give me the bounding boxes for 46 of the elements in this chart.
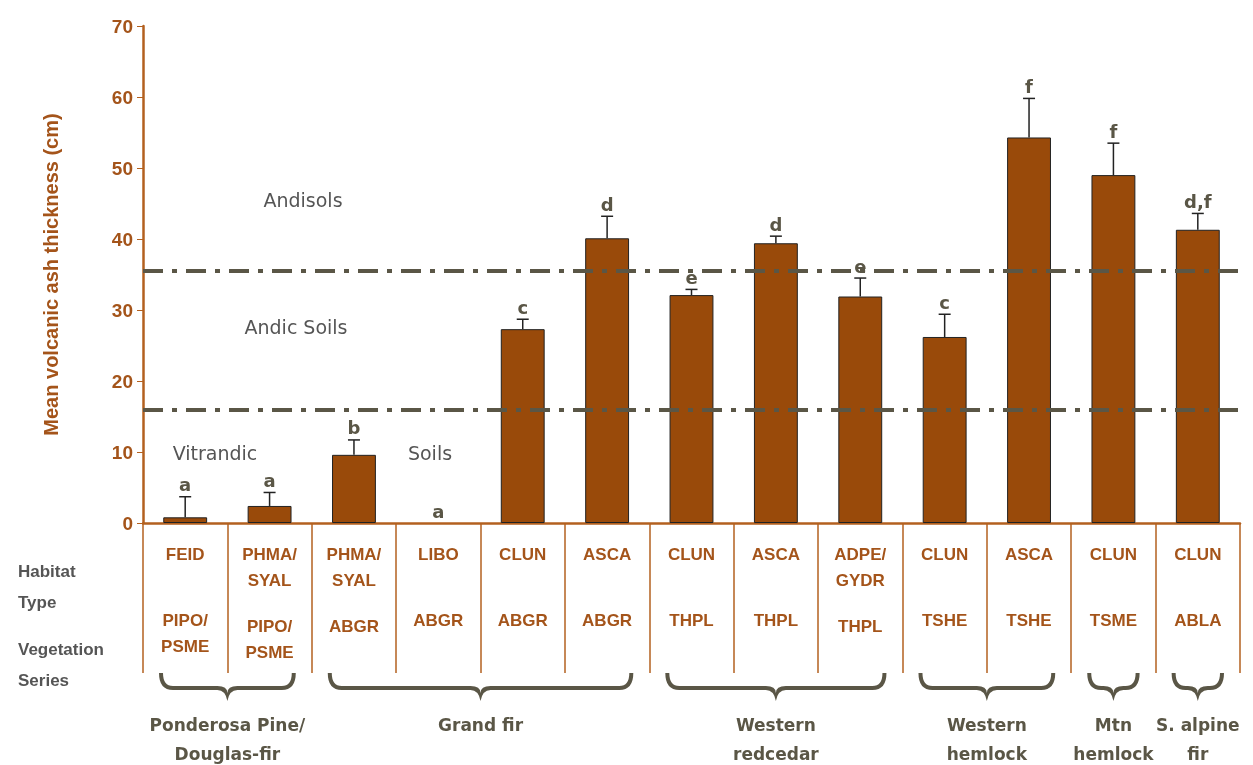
category-label: PHMA/SYAL ABGR xyxy=(326,544,382,636)
text: Vegetation Series xyxy=(18,640,104,690)
text: S. alpine fir xyxy=(1156,714,1240,764)
category-label: PHMA/SYAL PIPO/PSME xyxy=(242,544,297,662)
category-label: CLUN THPL xyxy=(667,544,716,630)
data-label: e xyxy=(685,266,698,288)
y-tick-label: 30 xyxy=(111,299,133,321)
y-tick-label: 60 xyxy=(111,86,133,108)
data-label: a xyxy=(263,469,276,491)
y-tick-label: 70 xyxy=(111,15,133,37)
data-label: c xyxy=(939,291,950,313)
category-label: LIBO ABGR xyxy=(413,544,464,630)
category-label: ASCA TSHE xyxy=(1004,544,1054,630)
y-tick-label: 50 xyxy=(111,157,133,179)
category-label: ASCA ABGR xyxy=(582,544,633,630)
category-label: CLUN TSME xyxy=(1089,544,1138,630)
category-label: CLUN ABGR xyxy=(497,544,548,630)
category-label: CLUN ABLA xyxy=(1174,544,1222,630)
data-label: d,f xyxy=(1184,190,1212,212)
y-tick-label: 0 xyxy=(122,512,133,534)
data-label: f xyxy=(1025,75,1034,97)
data-label: a xyxy=(179,474,192,496)
text: Habitat Type xyxy=(18,562,76,612)
text: Western redcedar xyxy=(733,714,820,764)
text: Mtn hemlock xyxy=(1073,714,1155,764)
category-label: ADPE/GYDR THPL xyxy=(834,544,887,636)
y-tick-label: 10 xyxy=(111,441,133,463)
y-tick-label: 20 xyxy=(111,370,133,392)
y-axis-title: Mean volcanic ash thickness (cm) xyxy=(40,113,62,436)
data-label: c xyxy=(517,296,529,318)
category-label: FEID PIPO/PSME xyxy=(161,544,210,656)
category-label: ASCA THPL xyxy=(751,544,800,630)
text: Western hemlock xyxy=(946,714,1028,764)
data-label: f xyxy=(1109,120,1118,142)
text: Grand fir xyxy=(438,714,524,735)
annotation: Andic Soils xyxy=(244,316,348,338)
data-label: d xyxy=(600,193,614,215)
annotation: Vitrandic xyxy=(172,442,258,464)
data-label: a xyxy=(432,500,445,522)
y-tick-label: 40 xyxy=(111,228,133,250)
data-label: d xyxy=(769,213,783,235)
annotation: Soils xyxy=(407,442,453,464)
annotation: Andisols xyxy=(263,189,343,211)
text: Ponderosa Pine/ Douglas-fir xyxy=(149,714,306,764)
category-label: CLUN TSHE xyxy=(921,544,969,630)
data-label: b xyxy=(347,417,361,439)
